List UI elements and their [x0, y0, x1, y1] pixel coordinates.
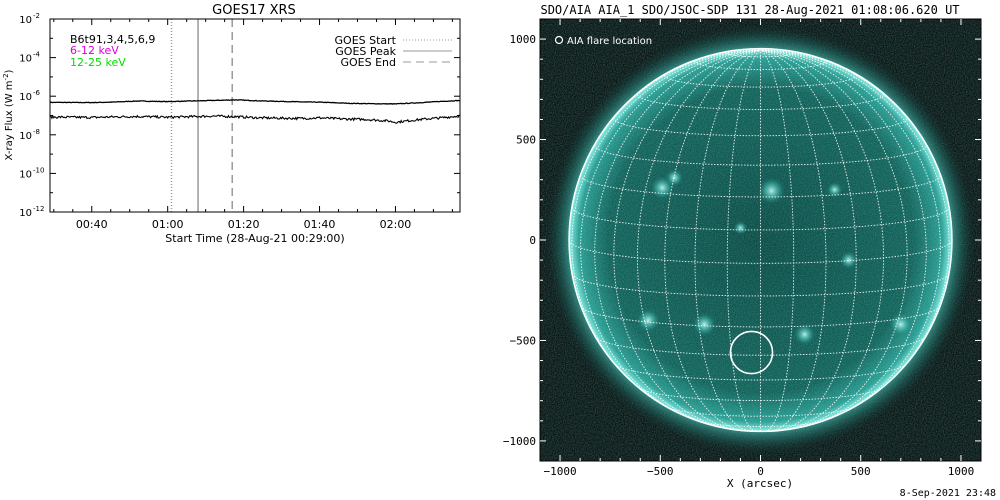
heliographic-grid [568, 49, 953, 432]
x-tick-label: 00:40 [76, 218, 108, 231]
x-tick-label: 01:40 [304, 218, 336, 231]
aia-legend: AIA flare location [554, 35, 652, 47]
x-tick-label: 02:00 [380, 218, 412, 231]
goes-legend-right: GOES Start GOES Peak GOES End [335, 34, 452, 69]
longitude-line [760, 49, 857, 432]
active-region-glow [665, 168, 684, 187]
longitude-line [636, 49, 761, 431]
latitude-line [638, 387, 883, 401]
y-tick-label-exponent: -8 [33, 128, 40, 136]
y-tick-label: 10 [19, 208, 32, 219]
active-region-glow [636, 308, 661, 333]
longitude-line [760, 49, 827, 432]
latitude-line [637, 94, 884, 110]
longitude-line [664, 49, 761, 432]
aia-y-tick-label: 0 [529, 234, 536, 247]
goes-plot-area [49, 19, 461, 212]
latitude-line [571, 273, 950, 297]
legend-goes-peak: GOES Peak [335, 45, 396, 58]
active-region-glow [757, 176, 786, 205]
longitude-line [694, 49, 761, 432]
longitude-line [760, 49, 908, 430]
legend-satellite-id: B6t91,3,4,5,6,9 [70, 33, 155, 46]
longitude-line [760, 49, 950, 397]
series-6-12-kev-line [49, 99, 461, 105]
aia-image [540, 19, 981, 461]
legend-low-band: 6-12 keV [70, 44, 119, 57]
aia-x-axis-label: X (arcsec) [727, 477, 793, 490]
ylabel-close: ) [4, 69, 15, 73]
longitude-line [613, 49, 761, 430]
ylabel-text: X-ray Flux (W m [4, 80, 15, 160]
flare-location-marker[interactable] [729, 330, 774, 375]
aia-x-axis: −1000 −500 0 500 1000 [543, 19, 974, 478]
y-tick-label: 10 [19, 169, 32, 180]
aia-y-tick-label: 500 [516, 134, 536, 147]
legend-flare-symbol [554, 35, 564, 45]
x-tick-label: 01:20 [228, 218, 260, 231]
longitude-line [760, 49, 885, 431]
legend-goes-end: GOES End [340, 56, 396, 69]
longitude-line [760, 49, 953, 241]
y-tick-label-exponent: -2 [33, 12, 40, 20]
active-region-glow [733, 220, 748, 235]
active-region-glow [839, 251, 858, 270]
active-regions [569, 164, 913, 346]
series-12-25-kev-line [49, 114, 461, 124]
y-tick-label-exponent: -6 [33, 89, 41, 97]
y-tick-label-exponent: -10 [33, 166, 44, 174]
aia-x-tick-label: 1000 [948, 465, 975, 478]
latitude-line [694, 61, 827, 70]
y-tick-label: 10 [19, 54, 32, 65]
longitude-line [760, 49, 795, 432]
longitude-line [568, 49, 761, 241]
x-tick-label: 01:00 [152, 218, 184, 231]
aia-x-tick-label: −500 [647, 465, 674, 478]
y-tick-label: 10 [19, 131, 32, 142]
goes-x-axis: 00:40 01:00 01:20 01:40 02:00 [53, 19, 453, 231]
aia-x-tick-label: −1000 [543, 465, 576, 478]
goes-chart-title: GOES17 XRS [212, 3, 296, 18]
active-region-glow [692, 312, 717, 337]
longitude-line [726, 49, 761, 432]
active-region-glow [888, 312, 913, 337]
aia-x-tick-label: 500 [851, 465, 871, 478]
goes-y-axis-label: X-ray Flux (W m-2) [2, 69, 15, 160]
goes-legend-left: B6t91,3,4,5,6,9 6-12 keV 12-25 keV [70, 33, 155, 69]
aia-y-tick-label: −1000 [503, 435, 536, 448]
footer-timestamp: 8-Sep-2021 23:48 [900, 488, 996, 499]
ylabel-unit-exponent: -2 [2, 73, 10, 80]
solar-limb [568, 47, 953, 433]
aia-title: SDO/AIA AIA_1 SDO/JSOC-SDP 131 28-Aug-20… [540, 3, 959, 17]
y-tick-label: 10 [19, 92, 32, 103]
latitude-line [726, 52, 795, 58]
y-tick-label: 10 [19, 15, 32, 26]
latitude-line [594, 336, 927, 356]
aia-y-axis: 1000 500 0 −500 −1000 [503, 33, 981, 448]
active-region-glow [826, 181, 843, 198]
aia-y-tick-label: −500 [510, 334, 537, 347]
legend-high-band: 12-25 keV [70, 56, 126, 69]
legend-goes-start: GOES Start [335, 34, 397, 47]
y-tick-label-exponent: -12 [33, 205, 44, 213]
goes-x-axis-label: Start Time (28-Aug-21 00:29:00) [165, 232, 344, 245]
aia-y-tick-label: 1000 [510, 33, 537, 46]
y-tick-label-exponent: -4 [33, 51, 41, 59]
longitude-line [571, 49, 761, 397]
active-region-glow [793, 323, 816, 346]
aia-x-tick-label: 0 [757, 465, 764, 478]
legend-flare-label: AIA flare location [567, 36, 652, 47]
